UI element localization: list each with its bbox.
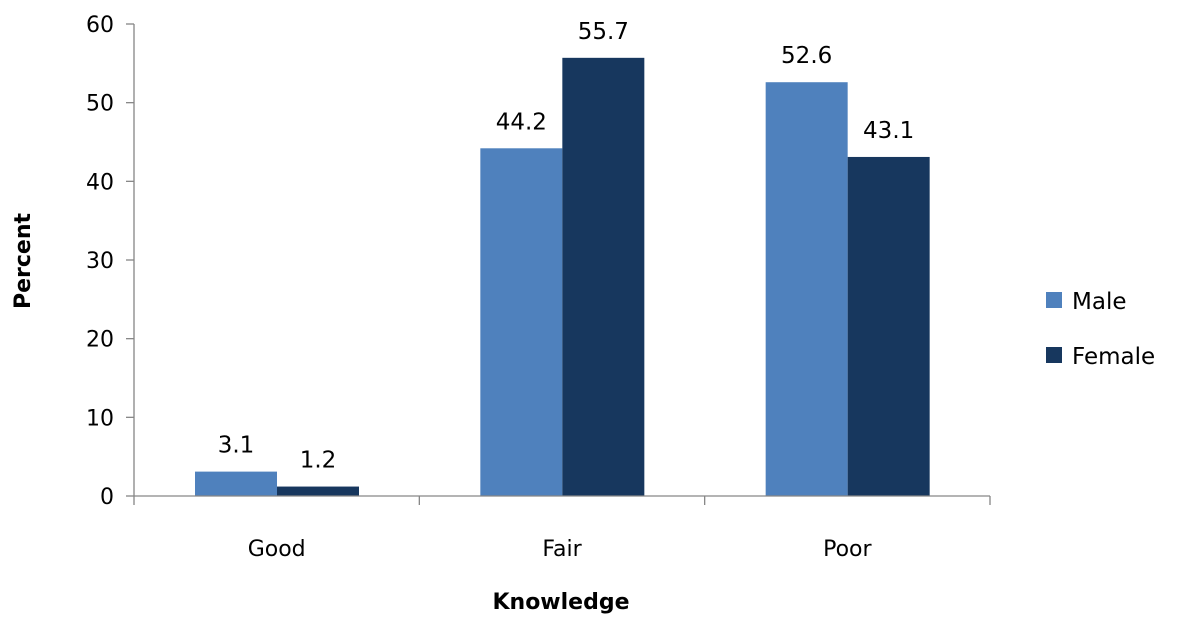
bar-male-poor bbox=[765, 82, 848, 497]
x-tick-label: Good bbox=[248, 537, 306, 562]
bar-female-poor bbox=[847, 156, 930, 497]
data-label: 43.1 bbox=[863, 118, 914, 144]
y-tick-label: 30 bbox=[86, 249, 114, 274]
y-tick-label: 60 bbox=[86, 13, 114, 38]
bar-male-fair bbox=[480, 148, 563, 496]
y-tick-label: 50 bbox=[86, 92, 114, 117]
data-label: 44.2 bbox=[496, 109, 547, 135]
legend-label-female: Female bbox=[1072, 344, 1155, 370]
legend: Male Female bbox=[1046, 289, 1155, 370]
y-tick-label: 20 bbox=[86, 328, 114, 353]
data-label: 52.6 bbox=[781, 43, 832, 69]
bar-male-good bbox=[195, 471, 277, 496]
legend-swatch-male bbox=[1046, 292, 1062, 308]
x-tick-label: Poor bbox=[823, 537, 872, 562]
bar-female-good bbox=[277, 486, 359, 496]
data-label: 3.1 bbox=[218, 433, 255, 459]
legend-label-male: Male bbox=[1072, 289, 1126, 315]
y-tick-label: 0 bbox=[100, 485, 114, 510]
legend-swatch-female bbox=[1046, 347, 1062, 363]
bar-female-fair bbox=[562, 57, 645, 497]
y-tick-label: 10 bbox=[86, 406, 114, 431]
y-axis-title: Percent bbox=[11, 213, 36, 310]
data-labels: 3.1 1.2 44.2 55.7 52.6 43.1 bbox=[218, 19, 915, 474]
data-label: 1.2 bbox=[300, 448, 337, 474]
x-tick-label: Fair bbox=[542, 537, 582, 562]
x-axis-ticks: Good Fair Poor bbox=[133, 496, 991, 562]
data-label: 55.7 bbox=[578, 19, 629, 45]
y-tick-label: 40 bbox=[86, 170, 114, 195]
bars bbox=[195, 57, 930, 497]
x-axis-title: Knowledge bbox=[492, 590, 629, 615]
y-axis-ticks: 0 10 20 30 40 50 60 bbox=[86, 13, 134, 510]
